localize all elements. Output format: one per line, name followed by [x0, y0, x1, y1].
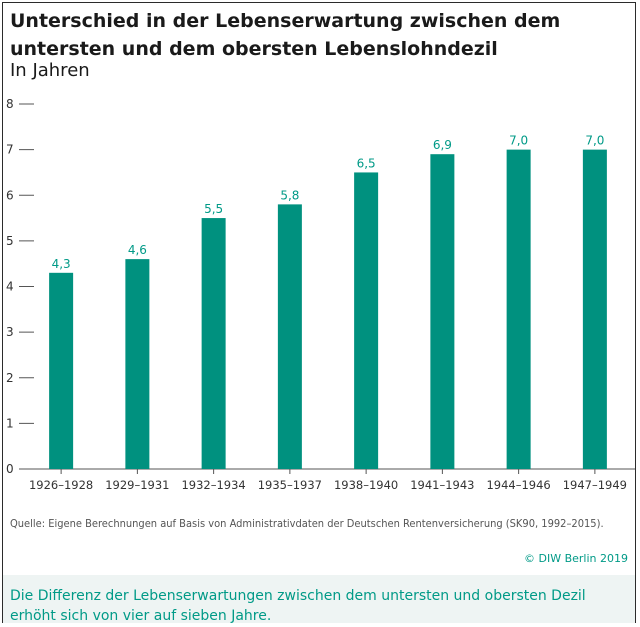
source-note: Quelle: Eigene Berechnungen auf Basis vo…	[10, 517, 604, 530]
bar-value-label: 4,3	[52, 257, 71, 271]
bar-chart: 0 1 2 3 4 5 6 7 8 4,3 1926–1928 4,6 1929–1931 5,5 1932…	[6, 97, 635, 492]
bar-value-label: 7,0	[585, 134, 604, 148]
chart-subtitle: In Jahren	[10, 60, 90, 81]
bar	[277, 204, 302, 469]
copyright-note: © DIW Berlin 2019	[524, 552, 628, 565]
x-tick-label: 1926–1928	[29, 478, 93, 492]
x-tick-label: 1944–1946	[486, 478, 550, 492]
bar	[201, 218, 226, 469]
x-tick-label: 1941–1943	[410, 478, 474, 492]
y-tick-label: 7	[6, 143, 14, 157]
bar-value-label: 6,5	[357, 156, 376, 170]
y-tick-label: 2	[6, 371, 14, 385]
bar	[125, 259, 150, 469]
bar-value-label: 4,6	[128, 243, 147, 257]
bar-value-label: 6,9	[433, 138, 452, 152]
bar	[582, 149, 607, 469]
y-tick-label: 8	[6, 97, 14, 111]
y-tick-label: 4	[6, 280, 14, 294]
y-tick-label: 5	[6, 234, 14, 248]
bar-value-label: 5,5	[204, 202, 223, 216]
bar	[430, 154, 455, 469]
chart-caption: Die Differenz der Lebenserwartungen zwis…	[3, 575, 635, 624]
x-tick-label: 1938–1940	[334, 478, 398, 492]
y-tick-label: 6	[6, 188, 14, 202]
bar	[49, 272, 74, 469]
x-tick-label: 1929–1931	[105, 478, 169, 492]
x-tick-label: 1935–1937	[258, 478, 322, 492]
x-tick-label: 1947–1949	[563, 478, 627, 492]
bar	[506, 149, 531, 469]
bar	[354, 172, 379, 469]
bar-value-label: 5,8	[280, 188, 299, 202]
x-tick-label: 1932–1934	[181, 478, 245, 492]
y-tick-label: 1	[6, 416, 14, 430]
chart-title: Unterschied in der Lebenserwartung zwisc…	[10, 10, 561, 60]
y-tick-label: 3	[6, 325, 14, 339]
bar-value-label: 7,0	[509, 134, 528, 148]
y-tick-label: 0	[6, 462, 14, 476]
